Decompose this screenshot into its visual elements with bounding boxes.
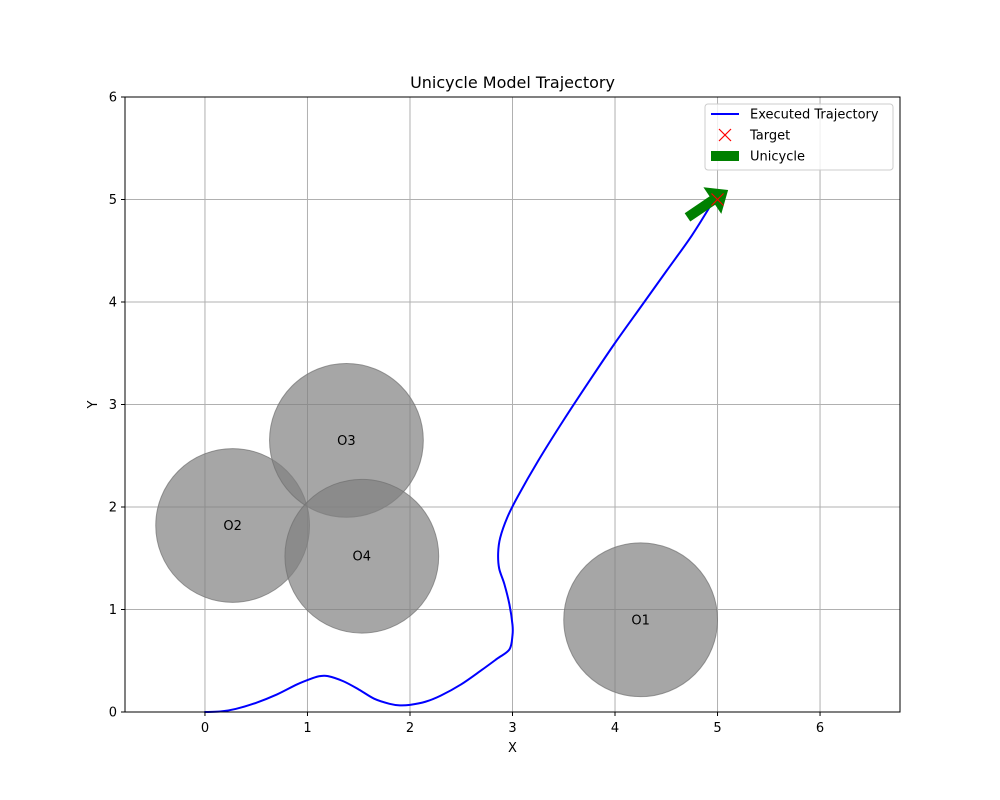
target-marker: [711, 193, 724, 206]
legend-label: Target: [749, 129, 790, 144]
x-tick-label: 5: [713, 721, 721, 736]
x-axis-label: X: [508, 741, 517, 756]
y-tick-label: 4: [109, 296, 117, 311]
x-tick-label: 0: [201, 721, 209, 736]
ticks: 0 1 2 3 4 5 6 0 1 2 3 4 5 6: [109, 91, 824, 737]
y-tick-label: 3: [109, 398, 117, 413]
series: [203, 187, 729, 713]
legend-label: Unicycle: [750, 150, 805, 165]
x-tick-label: 6: [816, 721, 824, 736]
obstacle-circle-o4: [284, 478, 440, 634]
y-tick-label: 5: [109, 193, 117, 208]
target-marker-stroke: [711, 193, 724, 206]
y-tick-label: 2: [109, 501, 117, 516]
chart-title: Unicycle Model Trajectory: [410, 73, 615, 92]
x-tick-label: 2: [406, 721, 414, 736]
trajectory-line: [203, 201, 714, 713]
y-axis-label: Y: [86, 400, 101, 409]
y-tick-label: 6: [109, 91, 117, 106]
obstacle-label-o4: O4: [353, 550, 372, 565]
y-tick-label: 0: [109, 706, 117, 721]
obstacle-label-o1: O1: [631, 613, 650, 628]
legend-label: Executed Trajectory: [750, 108, 879, 123]
obstacles: O1 O2 O3 O4: [155, 363, 719, 698]
x-tick-label: 3: [508, 721, 516, 736]
x-tick-label: 4: [611, 721, 619, 736]
obstacle-label-o3: O3: [337, 434, 356, 449]
legend-patch-handle: [711, 151, 739, 161]
legend: Executed Trajectory Target Unicycle: [704, 103, 894, 171]
obstacle-circle-o1: [563, 542, 719, 698]
legend-target-handle: [718, 128, 732, 142]
x-tick-label: 1: [303, 721, 311, 736]
y-tick-label: 1: [109, 603, 117, 618]
legend-box: [704, 103, 894, 171]
obstacle-label-o2: O2: [223, 519, 242, 534]
unicycle-arrow: [684, 187, 729, 222]
